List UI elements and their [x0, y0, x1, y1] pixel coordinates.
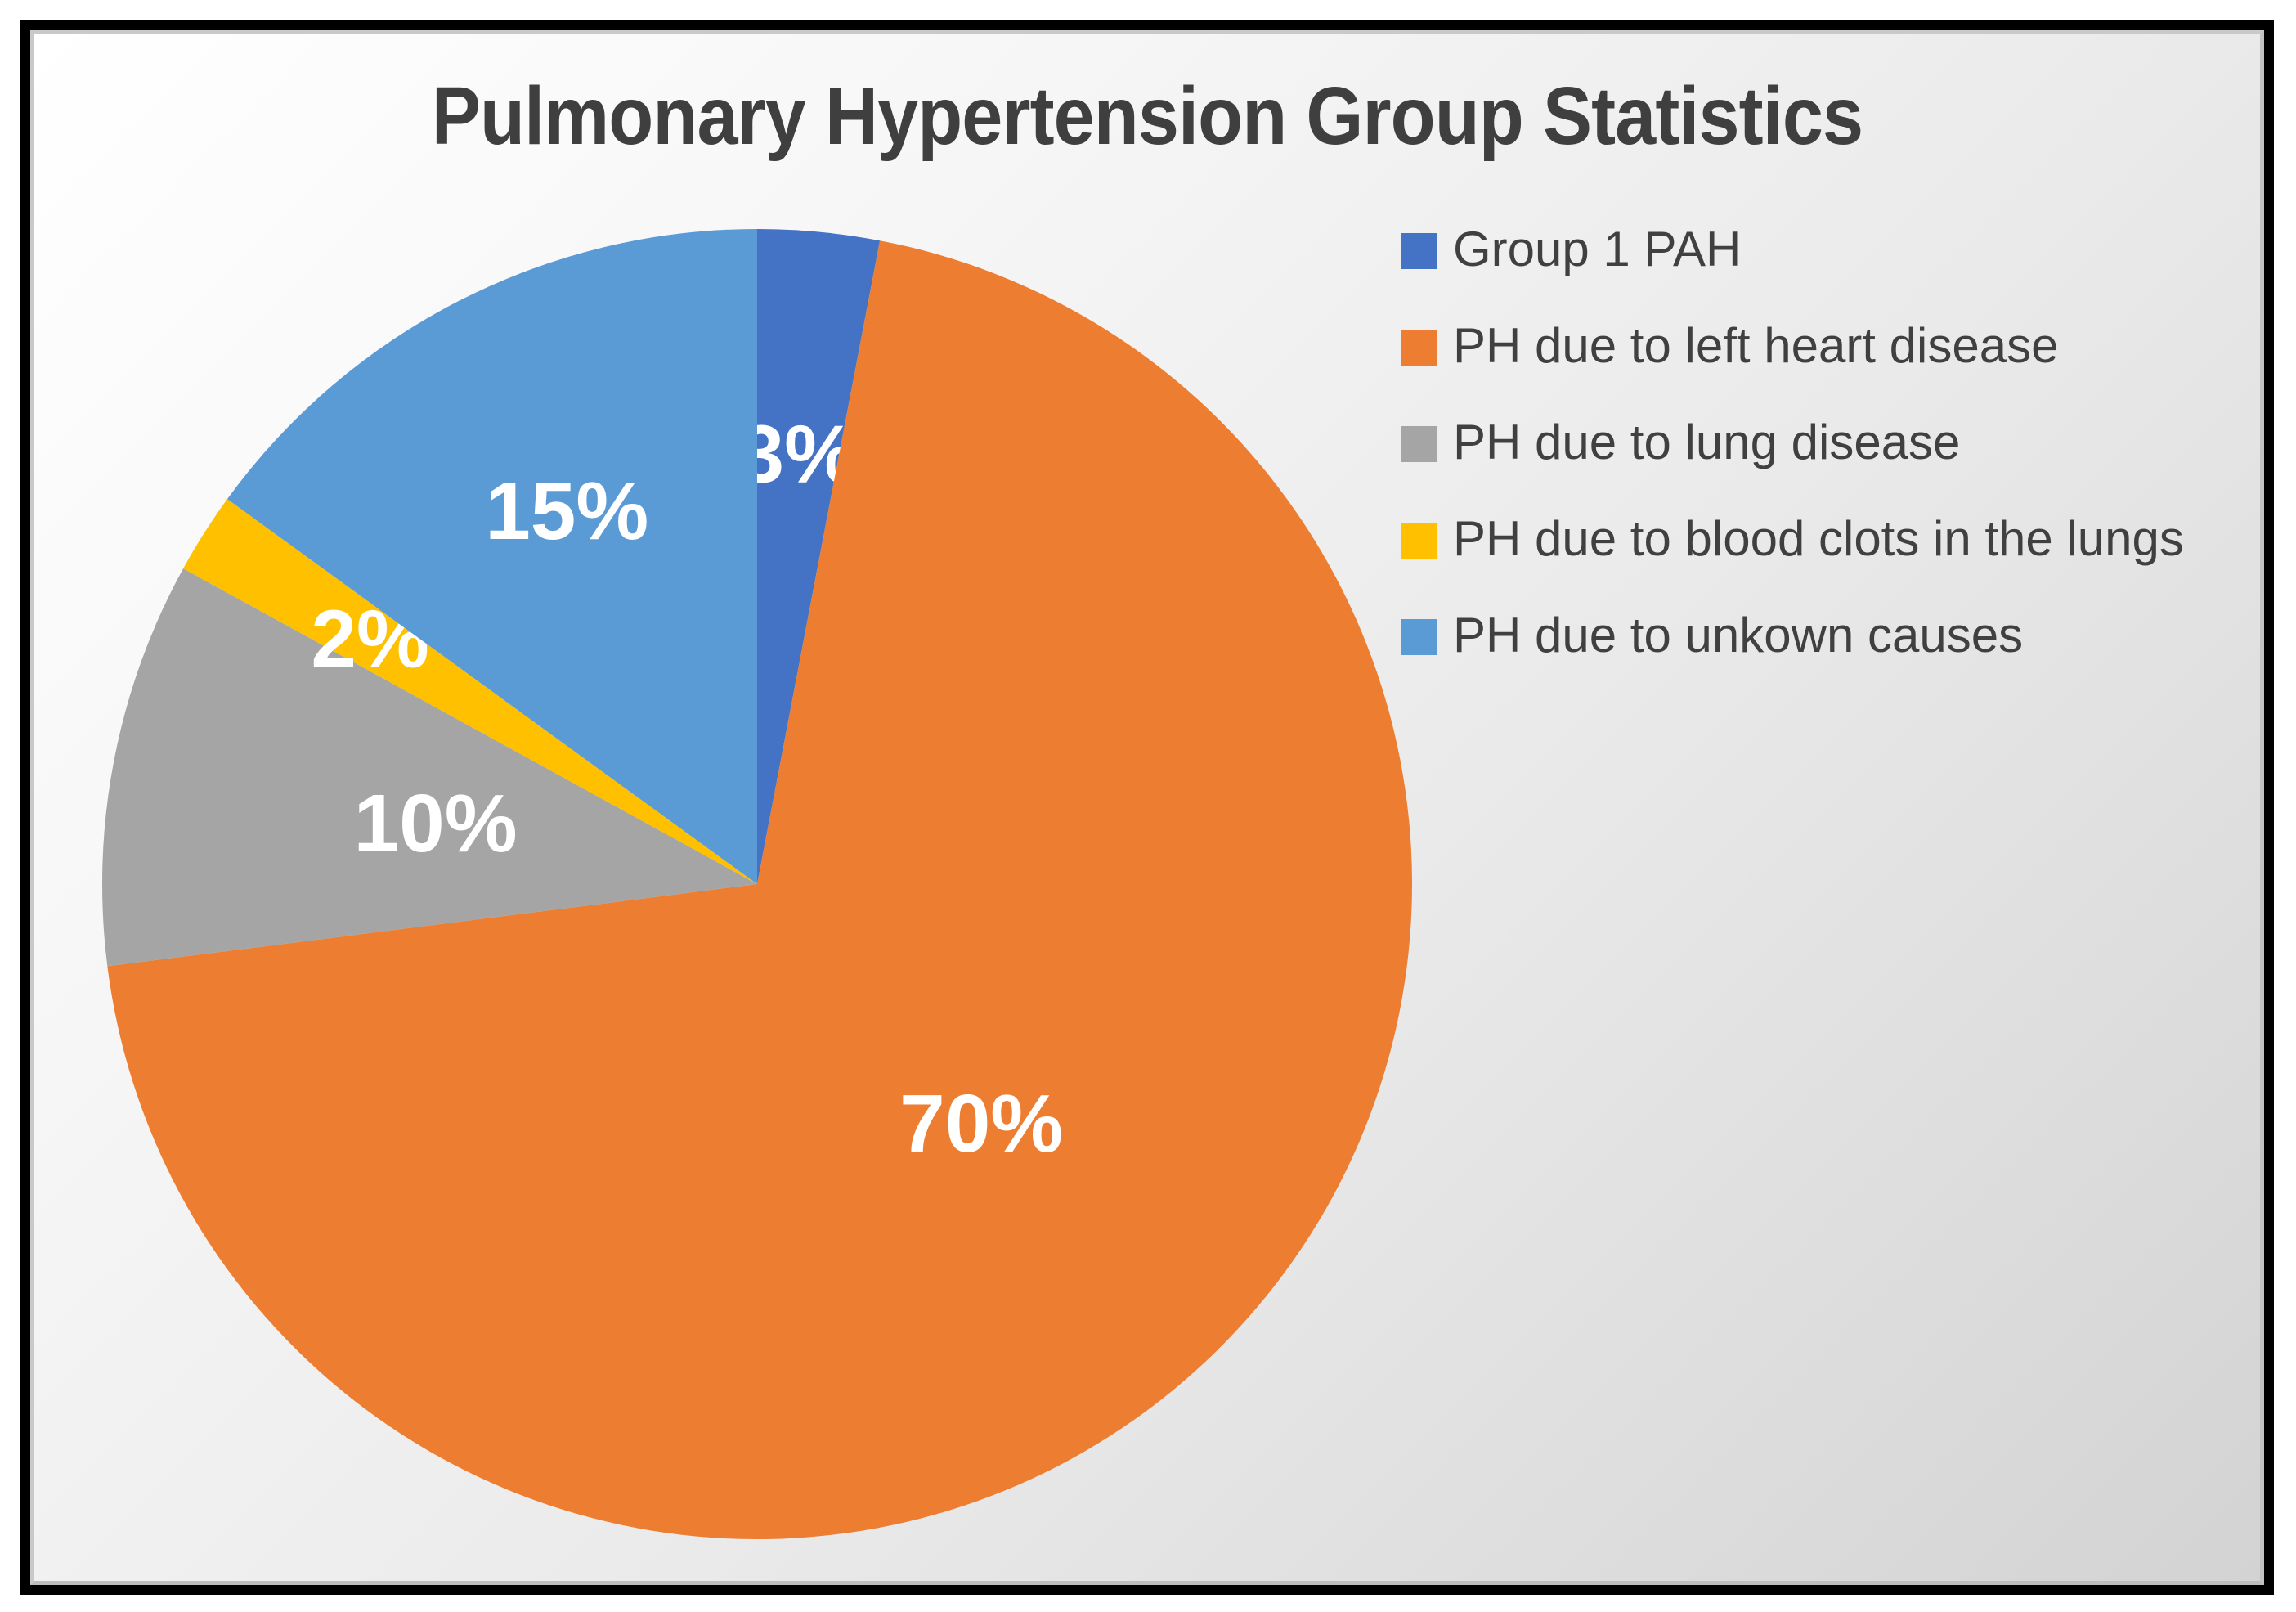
legend-item-4: PH due to blood clots in the lungs	[1401, 492, 2267, 589]
pie-slice-2	[107, 240, 1413, 1540]
legend-swatch-icon	[1401, 619, 1437, 655]
pie-slice-1	[757, 229, 881, 884]
pie-slice-5	[226, 229, 757, 884]
legend: Group 1 PAH PH due to left heart disease P…	[1401, 203, 2267, 685]
pie-slice-label-2: 70%	[899, 1078, 1063, 1170]
legend-label: PH due to blood clots in the lungs	[1453, 511, 2184, 566]
legend-item-5: PH due to unkown causes	[1401, 589, 2267, 685]
chart-title: Pulmonary Hypertension Group Statistics	[431, 70, 1863, 162]
pie-slice-4	[183, 499, 757, 884]
legend-swatch-icon	[1401, 523, 1437, 559]
legend-swatch-icon	[1401, 426, 1437, 462]
pie-slice-label-3: 10%	[354, 778, 518, 869]
legend-swatch-icon	[1401, 330, 1437, 366]
legend-label: Group 1 PAH	[1453, 222, 1742, 276]
legend-label: PH due to left heart disease	[1453, 318, 2059, 373]
legend-label: PH due to unkown causes	[1453, 608, 2024, 662]
legend-label: PH due to lung disease	[1453, 415, 1961, 469]
pie-slice-label-5: 15%	[485, 465, 648, 557]
legend-swatch-icon	[1401, 233, 1437, 269]
legend-item-1: Group 1 PAH	[1401, 203, 2267, 299]
slide-frame: Pulmonary Hypertension Group Statistics …	[20, 20, 2274, 1595]
legend-item-3: PH due to lung disease	[1401, 396, 2267, 492]
pie-chart: 3%70%10%2%15%	[102, 229, 1413, 1540]
pie-slice-3	[102, 568, 758, 967]
legend-item-2: PH due to left heart disease	[1401, 299, 2267, 396]
